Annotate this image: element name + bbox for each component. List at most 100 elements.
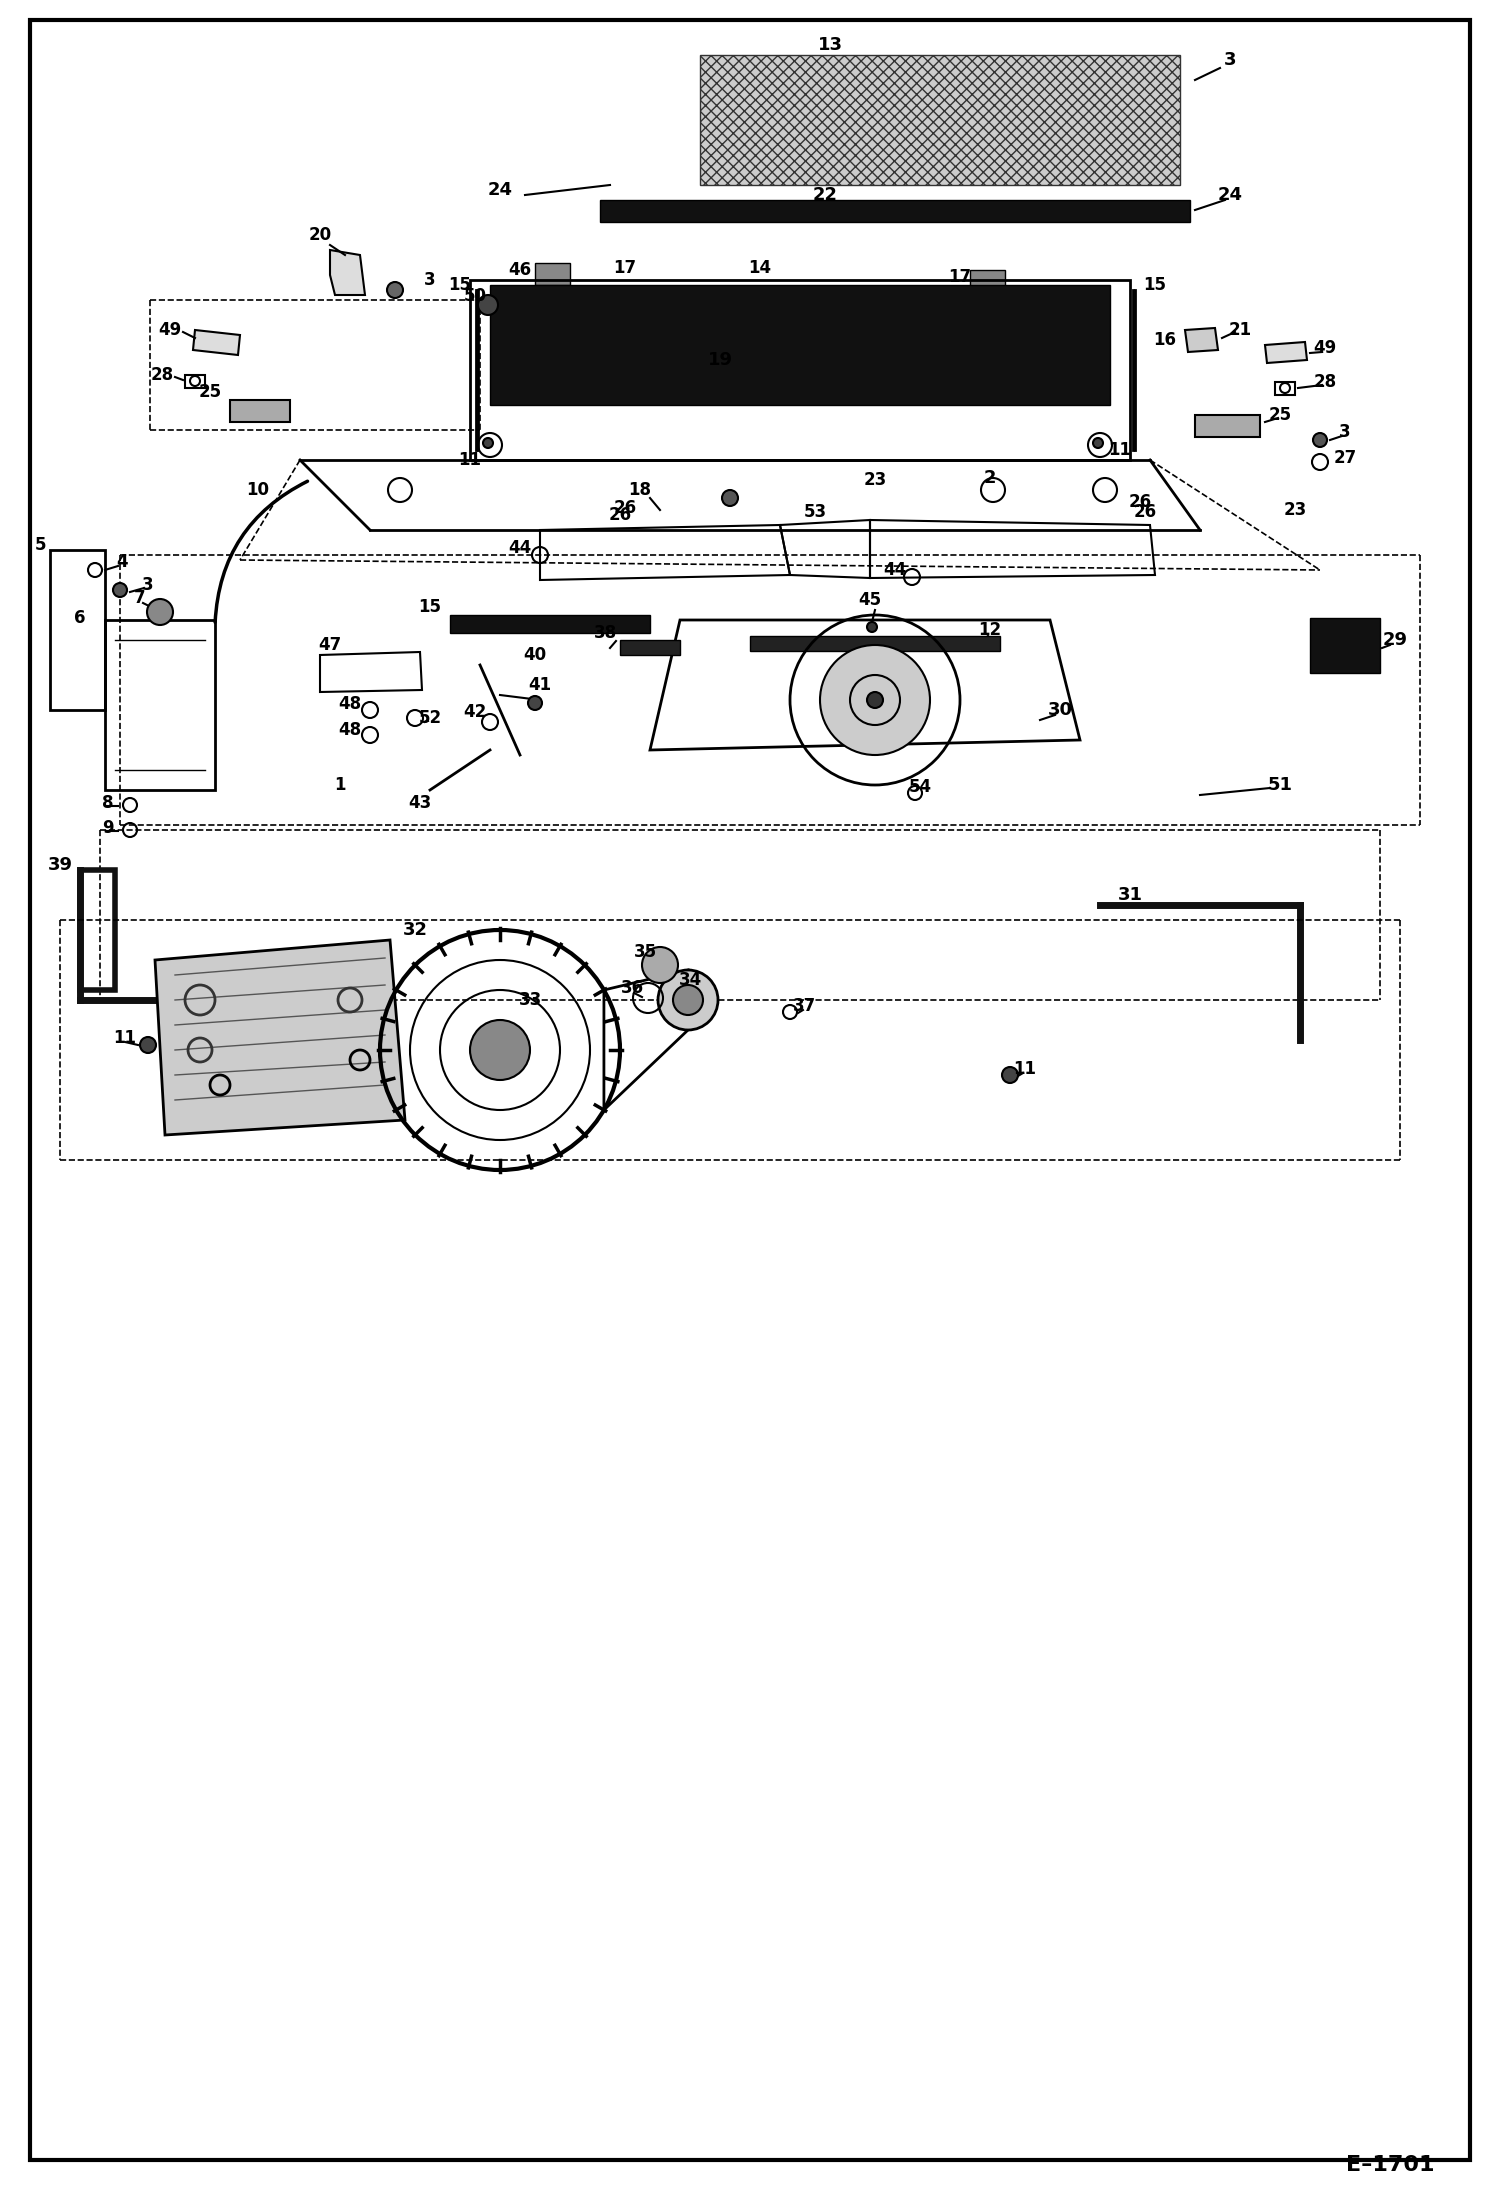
- Circle shape: [1002, 1066, 1019, 1084]
- Circle shape: [386, 283, 403, 298]
- Text: 49: 49: [159, 320, 181, 340]
- Circle shape: [867, 691, 882, 709]
- Polygon shape: [1264, 342, 1306, 362]
- Text: 26: 26: [614, 498, 637, 518]
- Circle shape: [673, 985, 703, 1016]
- Bar: [700, 55, 1180, 184]
- Circle shape: [470, 1020, 530, 1079]
- Text: 12: 12: [978, 621, 1002, 638]
- Text: 39: 39: [48, 856, 72, 873]
- Text: 7: 7: [135, 588, 145, 608]
- Text: 46: 46: [508, 261, 532, 279]
- Text: 15: 15: [1143, 276, 1167, 294]
- Text: 23: 23: [1284, 500, 1306, 520]
- Circle shape: [1314, 432, 1327, 448]
- Text: 43: 43: [409, 794, 431, 812]
- Bar: [490, 285, 1110, 406]
- Circle shape: [722, 489, 739, 507]
- Text: 28: 28: [150, 366, 174, 384]
- Polygon shape: [330, 250, 366, 294]
- Text: E–1701: E–1701: [1345, 2155, 1434, 2174]
- Text: 14: 14: [749, 259, 771, 276]
- Text: 15: 15: [418, 599, 442, 617]
- Text: 29: 29: [1383, 632, 1408, 649]
- Bar: [449, 614, 650, 634]
- Circle shape: [527, 695, 542, 711]
- Text: 5: 5: [34, 535, 46, 555]
- Text: 2: 2: [984, 470, 996, 487]
- Bar: [49, 551, 105, 711]
- Text: 53: 53: [803, 502, 827, 520]
- Text: 25: 25: [1269, 406, 1291, 423]
- Text: 33: 33: [518, 992, 542, 1009]
- Text: 30: 30: [1047, 702, 1073, 720]
- Text: 16: 16: [1153, 331, 1176, 349]
- Circle shape: [112, 584, 127, 597]
- Text: 26: 26: [1128, 494, 1152, 511]
- Circle shape: [1094, 439, 1103, 448]
- Text: 50: 50: [463, 287, 487, 305]
- Text: 3: 3: [1224, 50, 1236, 68]
- Text: 11: 11: [458, 452, 481, 470]
- Text: 49: 49: [1314, 340, 1336, 358]
- Polygon shape: [193, 329, 240, 355]
- Text: 42: 42: [463, 702, 487, 722]
- Bar: [231, 399, 291, 421]
- Bar: [601, 200, 1189, 222]
- Text: 23: 23: [863, 472, 887, 489]
- Text: 37: 37: [794, 996, 816, 1016]
- Text: 11: 11: [1109, 441, 1131, 459]
- Circle shape: [658, 970, 718, 1029]
- Text: 24: 24: [487, 180, 512, 200]
- Text: 6: 6: [75, 610, 85, 627]
- Text: 51: 51: [1267, 777, 1293, 794]
- Text: 19: 19: [707, 351, 733, 369]
- Text: 32: 32: [403, 921, 427, 939]
- Bar: [1195, 415, 1260, 437]
- Text: 11: 11: [1014, 1060, 1037, 1077]
- Bar: [535, 263, 571, 285]
- Text: 9: 9: [102, 818, 114, 836]
- Polygon shape: [1185, 327, 1218, 351]
- Text: 26: 26: [1134, 502, 1156, 520]
- Bar: [750, 636, 1001, 652]
- Text: 21: 21: [1228, 320, 1251, 340]
- Bar: [620, 641, 680, 656]
- Circle shape: [147, 599, 172, 625]
- Polygon shape: [154, 939, 404, 1134]
- Text: 18: 18: [629, 480, 652, 498]
- Text: 44: 44: [508, 540, 532, 557]
- Circle shape: [643, 948, 679, 983]
- Bar: [971, 270, 1005, 290]
- Text: 41: 41: [529, 676, 551, 693]
- Text: 26: 26: [608, 507, 632, 524]
- Text: 20: 20: [309, 226, 331, 244]
- Text: 45: 45: [858, 590, 881, 610]
- Text: 48: 48: [339, 695, 361, 713]
- Text: 22: 22: [812, 186, 837, 204]
- Circle shape: [867, 623, 876, 632]
- Text: 17: 17: [948, 268, 972, 285]
- Bar: [470, 281, 1129, 461]
- Text: 34: 34: [679, 972, 701, 989]
- Text: 35: 35: [634, 943, 656, 961]
- Text: 3: 3: [142, 577, 154, 595]
- Text: 24: 24: [1218, 186, 1242, 204]
- Text: 11: 11: [114, 1029, 136, 1047]
- Circle shape: [478, 294, 497, 316]
- Text: 8: 8: [102, 794, 114, 812]
- Text: 1: 1: [334, 777, 346, 794]
- Text: 44: 44: [884, 562, 906, 579]
- Text: 13: 13: [818, 35, 842, 55]
- Text: 52: 52: [418, 709, 442, 726]
- Bar: [1309, 619, 1380, 674]
- Text: 27: 27: [1333, 450, 1357, 467]
- Text: 28: 28: [1314, 373, 1336, 391]
- Text: 4: 4: [117, 553, 127, 570]
- Text: 3: 3: [1339, 423, 1351, 441]
- Text: 10: 10: [247, 480, 270, 498]
- Circle shape: [482, 439, 493, 448]
- Text: 17: 17: [614, 259, 637, 276]
- Text: 48: 48: [339, 722, 361, 739]
- Circle shape: [819, 645, 930, 755]
